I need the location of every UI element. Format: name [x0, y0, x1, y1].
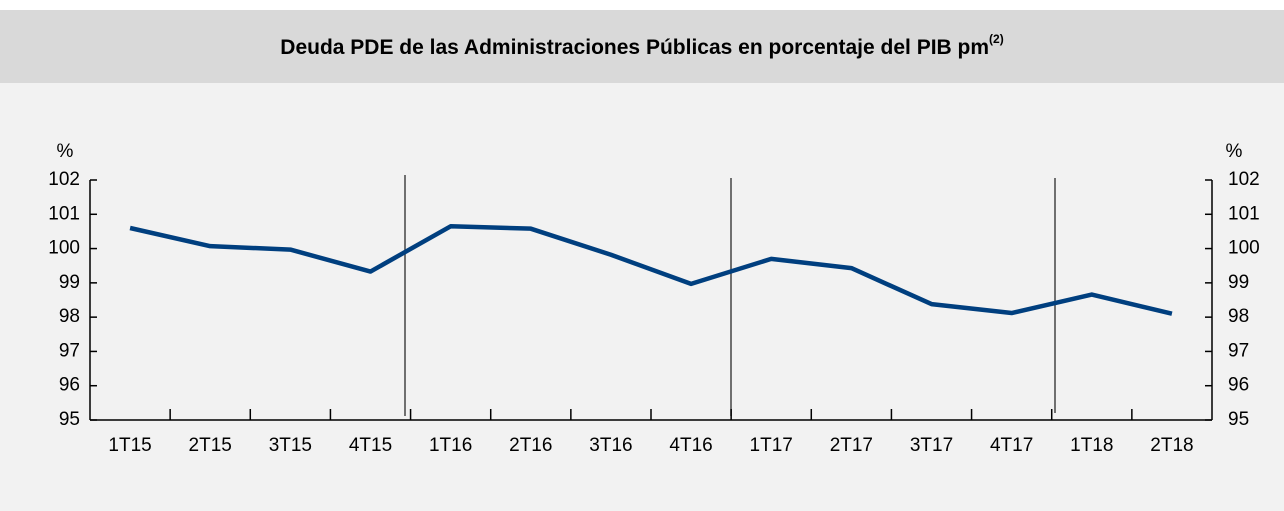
- y2-tick-label: 99: [1228, 272, 1249, 293]
- y2-unit: %: [1226, 141, 1243, 162]
- x-tick-label: 4T15: [349, 435, 392, 456]
- chart-background: [0, 10, 1284, 511]
- x-tick-label: 3T16: [589, 435, 632, 456]
- x-tick-label: 1T17: [750, 435, 793, 456]
- x-tick-label: 2T18: [1150, 435, 1193, 456]
- data-line: [129, 224, 1173, 316]
- chart-title: Deuda PDE de las Administraciones Públic…: [280, 32, 1003, 58]
- y-tick-label: 99: [59, 272, 80, 293]
- y-tick-label: 98: [59, 306, 80, 327]
- x-tick-label: 1T16: [429, 435, 472, 456]
- y2-tick-label: 97: [1228, 340, 1249, 361]
- x-tick-label: 1T15: [108, 435, 151, 456]
- y2-tick-label: 101: [1228, 203, 1260, 224]
- x-tick-label: 4T17: [990, 435, 1033, 456]
- x-tick-label: 3T15: [269, 435, 312, 456]
- y-tick-label: 96: [59, 375, 80, 396]
- y2-tick-label: 98: [1228, 306, 1249, 327]
- y-unit: %: [57, 141, 74, 162]
- x-tick-label: 2T16: [509, 435, 552, 456]
- x-tick-label: 4T16: [669, 435, 712, 456]
- y2-tick-label: 102: [1228, 169, 1260, 190]
- title-note: (2): [989, 32, 1004, 46]
- x-tick-label: 2T15: [189, 435, 232, 456]
- title-text: Deuda PDE de las Administraciones Públic…: [280, 36, 989, 59]
- y2-tick-label: 100: [1228, 238, 1260, 259]
- x-tick-label: 2T17: [830, 435, 873, 456]
- title-band: [0, 10, 1284, 83]
- x-tick-label: 3T17: [910, 435, 953, 456]
- x-tick-label: 1T18: [1070, 435, 1113, 456]
- y2-tick-label: 95: [1228, 409, 1249, 430]
- y-tick-label: 95: [59, 409, 80, 430]
- y-tick-label: 102: [48, 169, 80, 190]
- y-tick-label: 101: [48, 203, 80, 224]
- y2-tick-label: 96: [1228, 375, 1249, 396]
- y-tick-label: 97: [59, 340, 80, 361]
- y-tick-label: 100: [48, 238, 80, 259]
